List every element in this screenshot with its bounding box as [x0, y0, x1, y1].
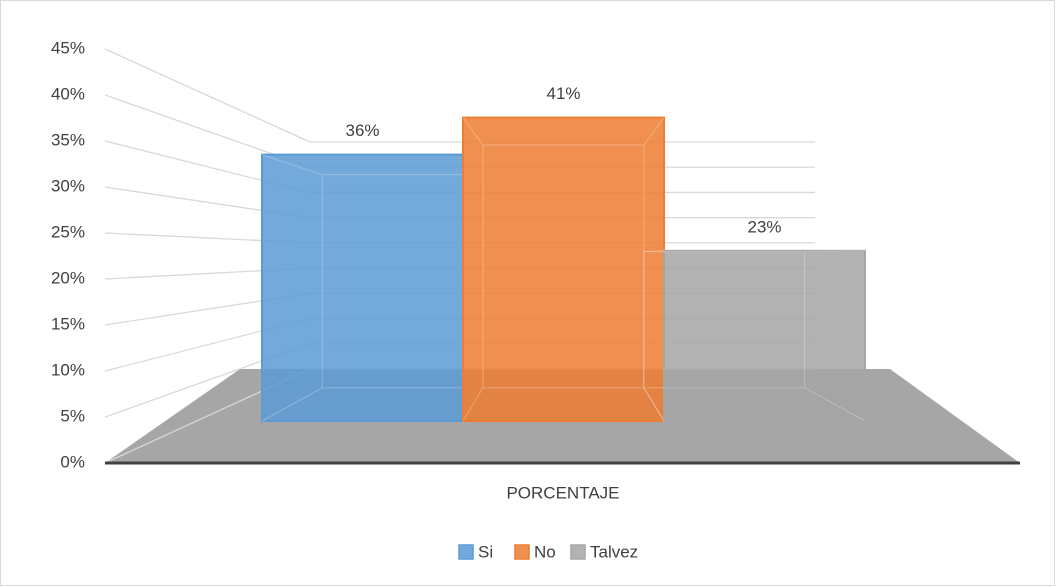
legend-label: No [534, 542, 556, 561]
bar [462, 116, 665, 422]
y-tick-label: 40% [51, 84, 85, 103]
y-tick-label: 5% [60, 406, 85, 425]
bar-edge [804, 387, 866, 422]
legend-swatch [458, 544, 474, 560]
y-tick-label: 25% [51, 222, 85, 241]
y-tick-label: 15% [51, 314, 85, 333]
y-tick-label: 0% [60, 452, 85, 471]
legend-swatch [514, 544, 530, 560]
legend-label: Si [478, 542, 493, 561]
y-tick-label: 30% [51, 176, 85, 195]
x-tick-label: PORCENTAJE [506, 483, 619, 502]
bar [261, 153, 464, 422]
data-label: 23% [747, 217, 781, 236]
bar-edge [643, 387, 665, 422]
legend-swatch [570, 544, 586, 560]
legend-label: Talvez [590, 542, 638, 561]
bar-edge [643, 387, 665, 422]
y-tick-label: 35% [51, 130, 85, 149]
bar-back [482, 144, 645, 389]
y-tick-label: 45% [51, 38, 85, 57]
bar [663, 249, 866, 422]
bar-edge [643, 250, 665, 253]
bar-edge [804, 250, 866, 253]
data-label: 36% [345, 121, 379, 140]
bar-edge [643, 117, 665, 146]
bar-edge [261, 154, 323, 176]
bar-edge [261, 387, 323, 422]
data-label: 41% [546, 84, 580, 103]
y-tick-label: 10% [51, 360, 85, 379]
y-tick-label: 20% [51, 268, 85, 287]
bar-back [643, 251, 806, 389]
bar-edge [462, 387, 484, 422]
bar-edge [462, 117, 484, 146]
